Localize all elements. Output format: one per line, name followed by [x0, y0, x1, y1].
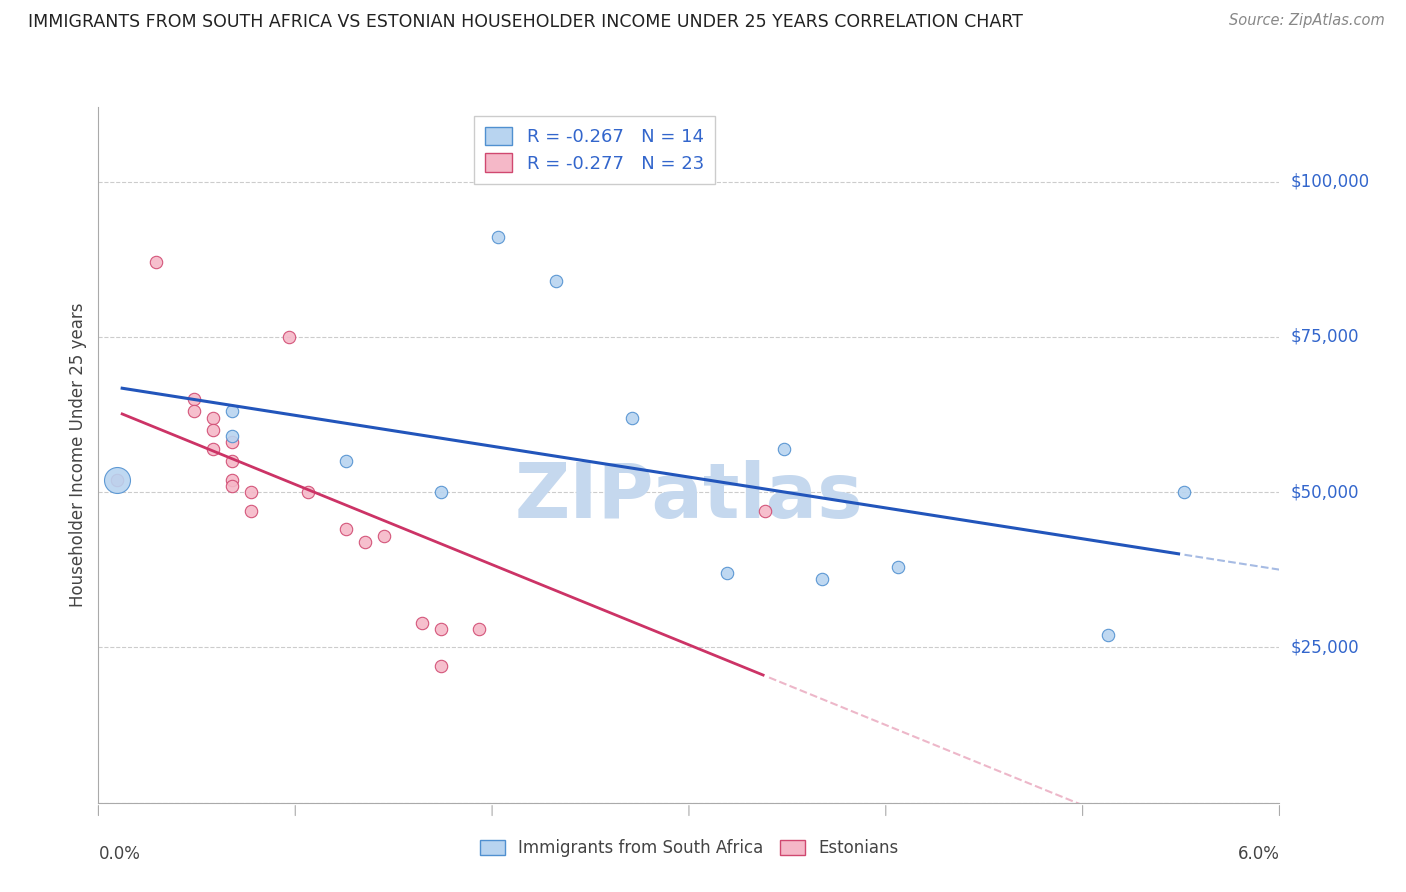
- Point: [335, 454, 357, 468]
- Text: 6.0%: 6.0%: [1237, 845, 1279, 863]
- Point: [430, 622, 453, 636]
- Point: [183, 404, 205, 418]
- Point: [145, 255, 167, 269]
- Point: [1097, 628, 1119, 642]
- Point: [221, 429, 243, 443]
- Point: [488, 230, 510, 244]
- Point: [1173, 485, 1195, 500]
- Text: Source: ZipAtlas.com: Source: ZipAtlas.com: [1229, 13, 1385, 29]
- Point: [107, 473, 129, 487]
- Point: [221, 479, 243, 493]
- Point: [468, 622, 491, 636]
- Text: $50,000: $50,000: [1291, 483, 1360, 501]
- Point: [239, 504, 262, 518]
- Point: [335, 523, 357, 537]
- Text: IMMIGRANTS FROM SOUTH AFRICA VS ESTONIAN HOUSEHOLDER INCOME UNDER 25 YEARS CORRE: IMMIGRANTS FROM SOUTH AFRICA VS ESTONIAN…: [28, 13, 1024, 31]
- Point: [201, 423, 224, 437]
- Point: [773, 442, 796, 456]
- Text: ZIPatlas: ZIPatlas: [515, 459, 863, 533]
- Point: [811, 572, 834, 586]
- Point: [754, 504, 776, 518]
- Point: [373, 529, 395, 543]
- Point: [221, 404, 243, 418]
- Point: [221, 473, 243, 487]
- Text: $25,000: $25,000: [1291, 639, 1360, 657]
- Point: [221, 454, 243, 468]
- Y-axis label: Householder Income Under 25 years: Householder Income Under 25 years: [69, 302, 87, 607]
- Point: [716, 566, 738, 580]
- Text: 0.0%: 0.0%: [98, 845, 141, 863]
- Point: [887, 559, 910, 574]
- Point: [430, 659, 453, 673]
- Point: [411, 615, 433, 630]
- Point: [239, 485, 262, 500]
- Point: [221, 435, 243, 450]
- Legend: Immigrants from South Africa, Estonians: Immigrants from South Africa, Estonians: [472, 833, 905, 864]
- Point: [297, 485, 319, 500]
- Point: [107, 473, 129, 487]
- Text: $100,000: $100,000: [1291, 172, 1369, 191]
- Point: [354, 534, 377, 549]
- Point: [620, 410, 643, 425]
- Point: [201, 442, 224, 456]
- Point: [201, 410, 224, 425]
- Point: [544, 274, 567, 288]
- Point: [277, 330, 299, 344]
- Point: [183, 392, 205, 406]
- Point: [430, 485, 453, 500]
- Text: $75,000: $75,000: [1291, 328, 1360, 346]
